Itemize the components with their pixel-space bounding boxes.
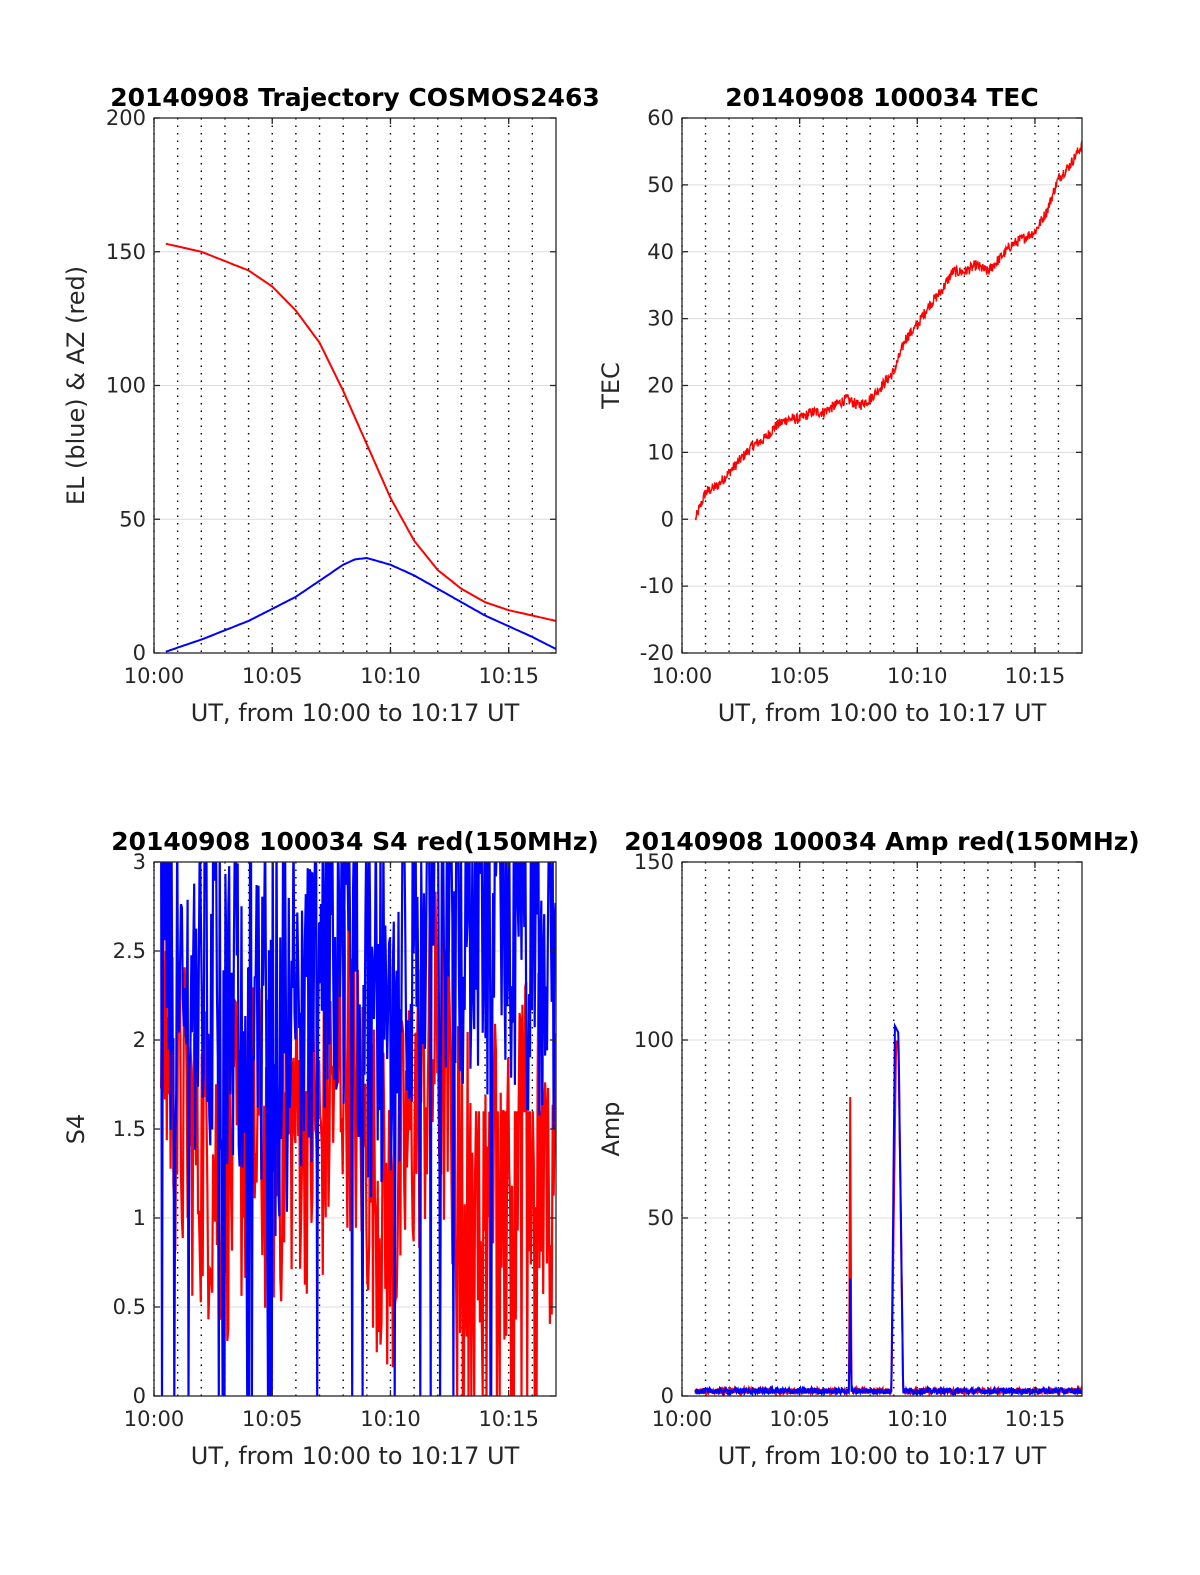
y-axis-label: Amp: [597, 1101, 625, 1156]
x-tick-label: 10:15: [1005, 664, 1066, 688]
x-tick-label: 10:15: [478, 1407, 539, 1431]
x-axis-label: UT, from 10:00 to 10:17 UT: [718, 1442, 1047, 1470]
y-tick-label: 200: [106, 106, 146, 130]
chart-panel-3: 10:00 10:05 10:10 10:15 0 0.5 1 1.5 2 2.5 32014090…: [62, 827, 599, 1470]
y-tick-label: 10: [647, 440, 674, 464]
y-tick-label: 0: [133, 641, 146, 665]
series-line-2: [160, 862, 556, 1396]
axes-box: [681, 861, 1083, 1397]
y-tick-label: 150: [634, 850, 674, 874]
x-tick-label: 10:00: [124, 664, 185, 688]
chart-panel-1: 10:00 10:05 10:10 10:15 0 50 100 150 20020140908…: [62, 83, 600, 727]
y-axis-label: TEC: [597, 362, 625, 410]
y-tick-label: 30: [647, 307, 674, 331]
y-tick-label: 0.5: [113, 1295, 146, 1319]
chart-title: 20140908 100034 Amp red(150MHz): [624, 827, 1140, 856]
y-tick-label: 50: [647, 173, 674, 197]
x-tick-label: 10:10: [887, 664, 948, 688]
y-tick-label: 1: [133, 1206, 146, 1230]
y-tick-label: 50: [119, 507, 146, 531]
y-axis-label: S4: [62, 1114, 90, 1145]
chart-panel-2: 10:00 10:05 10:10 10:15 -20 -10 0 10 20 30 40 50 60 2…: [597, 83, 1083, 727]
y-tick-label: 100: [634, 1028, 674, 1052]
x-tick-label: 10:15: [1005, 1407, 1066, 1431]
x-axis-label: UT, from 10:00 to 10:17 UT: [191, 699, 520, 727]
series-group: [165, 242, 556, 653]
x-tick-label: 10:05: [242, 1407, 303, 1431]
x-tick-label: 10:05: [769, 664, 830, 688]
x-tick-label: 10:05: [242, 664, 303, 688]
x-tick-label: 10:10: [360, 664, 421, 688]
chart-title: 20140908 Trajectory COSMOS2463: [110, 83, 600, 112]
y-tick-label: 0: [661, 1384, 674, 1408]
y-tick-label: -10: [640, 574, 674, 598]
series-line-1: [694, 140, 1082, 521]
y-tick-label: 0: [661, 507, 674, 531]
chart-title: 20140908 100034 TEC: [725, 83, 1038, 112]
series-line-2: [694, 1021, 1082, 1396]
x-tick-label: 10:05: [769, 1407, 830, 1431]
chart-title: 20140908 100034 S4 red(150MHz): [111, 827, 599, 856]
y-tick-label: 150: [106, 240, 146, 264]
series-group: [694, 140, 1082, 521]
series-group: [160, 862, 556, 1396]
x-tick-label: 10:15: [478, 664, 539, 688]
series-line-2: [165, 556, 556, 653]
x-tick-label: 10:10: [887, 1407, 948, 1431]
x-tick-label: 10:00: [652, 1407, 713, 1431]
x-tick-label: 10:10: [360, 1407, 421, 1431]
x-axis-label: UT, from 10:00 to 10:17 UT: [718, 699, 1047, 727]
y-tick-label: 50: [647, 1206, 674, 1230]
y-tick-label: 60: [647, 106, 674, 130]
y-tick-label: -20: [640, 641, 674, 665]
y-axis-label: EL (blue) & AZ (red): [62, 266, 90, 505]
x-tick-label: 10:00: [652, 664, 713, 688]
y-tick-label: 2.5: [113, 939, 146, 963]
series-line-1: [694, 1040, 1082, 1396]
y-tick-label: 1.5: [113, 1117, 146, 1141]
y-tick-label: 100: [106, 374, 146, 398]
x-tick-label: 10:00: [124, 1407, 185, 1431]
y-tick-label: 20: [647, 374, 674, 398]
x-axis-label: UT, from 10:00 to 10:17 UT: [191, 1442, 520, 1470]
y-tick-label: 0: [133, 1384, 146, 1408]
y-tick-label: 3: [133, 850, 146, 874]
y-tick-label: 40: [647, 240, 674, 264]
series-group: [694, 1021, 1082, 1396]
series-line-1: [165, 242, 556, 622]
y-tick-label: 2: [133, 1028, 146, 1052]
